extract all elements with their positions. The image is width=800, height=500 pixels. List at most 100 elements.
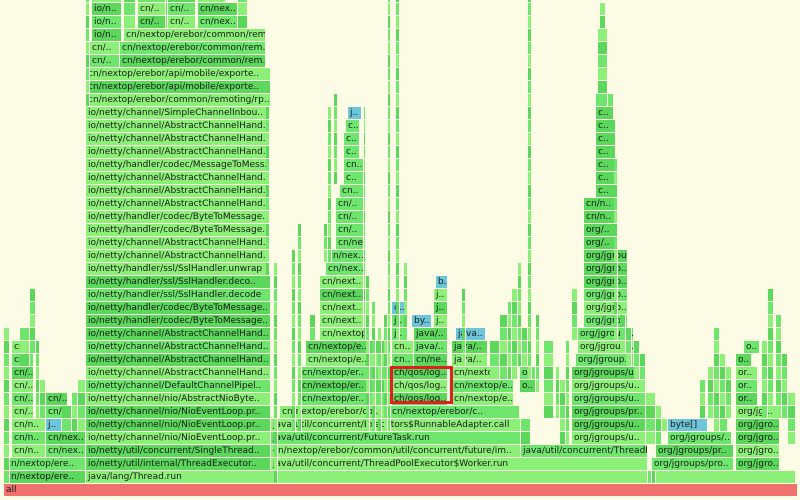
flame-frame-narrow[interactable] <box>388 354 391 366</box>
flame-frame[interactable]: cn/.. <box>168 3 196 15</box>
flame-frame-narrow[interactable] <box>708 393 714 405</box>
flame-frame-narrow[interactable] <box>36 341 40 353</box>
flame-frame-narrow[interactable] <box>292 328 296 340</box>
flame-frame[interactable]: cn/nextop/ere.. <box>4 471 86 483</box>
flame-frame[interactable]: c.. <box>596 133 616 145</box>
flame-frame[interactable]: org/jgr.. <box>736 406 780 418</box>
flame-frame-narrow[interactable] <box>388 289 391 301</box>
flame-frame-narrow[interactable] <box>378 354 382 366</box>
flame-frame[interactable]: org/jgroups/pro.. <box>652 458 734 470</box>
flame-frame-narrow[interactable] <box>614 172 618 184</box>
flame-frame-narrow[interactable] <box>462 341 466 353</box>
flame-frame-narrow[interactable] <box>508 328 512 340</box>
flame-frame-narrow[interactable] <box>266 146 270 158</box>
flame-frame-narrow[interactable] <box>396 94 400 106</box>
flame-frame-narrow[interactable] <box>614 289 618 301</box>
flame-frame-narrow[interactable] <box>528 0 532 2</box>
flame-frame-narrow[interactable] <box>124 3 136 15</box>
flame-frame-narrow[interactable] <box>378 406 382 418</box>
flame-frame-narrow[interactable] <box>166 0 168 2</box>
flame-frame-narrow[interactable] <box>708 406 714 418</box>
flame-frame-narrow[interactable] <box>776 354 782 366</box>
flame-frame-narrow[interactable] <box>776 341 782 353</box>
flame-frame-narrow[interactable] <box>166 3 168 15</box>
flame-frame-narrow[interactable] <box>544 406 554 418</box>
flame-frame-narrow[interactable] <box>620 328 626 340</box>
flame-frame-narrow[interactable] <box>776 380 782 392</box>
flame-frame-narrow[interactable] <box>292 341 296 353</box>
flame-frame-narrow[interactable] <box>372 354 376 366</box>
flame-frame-narrow[interactable] <box>334 146 338 158</box>
flame-frame-narrow[interactable] <box>384 315 388 327</box>
flame-frame-narrow[interactable] <box>396 133 400 145</box>
flame-frame-narrow[interactable] <box>166 16 168 28</box>
flame-frame-narrow[interactable] <box>490 354 500 366</box>
flame-frame-narrow[interactable] <box>560 432 566 444</box>
flame-frame[interactable]: o.. <box>744 341 760 353</box>
flame-frame-narrow[interactable] <box>364 302 366 314</box>
flame-frame-narrow[interactable] <box>572 328 578 340</box>
flame-frame[interactable]: j.. <box>434 315 448 327</box>
flame-frame-narrow[interactable] <box>714 367 720 379</box>
flame-frame-narrow[interactable] <box>384 328 388 340</box>
flame-frame-narrow[interactable] <box>396 120 400 132</box>
flame-frame-narrow[interactable] <box>378 367 382 379</box>
flame-frame-narrow[interactable] <box>388 146 391 158</box>
flame-frame-narrow[interactable] <box>528 81 532 93</box>
flame-frame-narrow[interactable] <box>266 133 270 145</box>
flame-frame-narrow[interactable] <box>86 29 90 41</box>
flame-frame-narrow[interactable] <box>274 367 278 379</box>
flame-frame-narrow[interactable] <box>328 250 332 262</box>
flame-frame-narrow[interactable] <box>274 354 278 366</box>
flame-frame-narrow[interactable] <box>30 302 36 314</box>
flame-frame-narrow[interactable] <box>512 289 518 301</box>
flame-frame-narrow[interactable] <box>388 133 391 145</box>
flame-frame-narrow[interactable] <box>462 328 466 340</box>
flame-frame-narrow[interactable] <box>324 250 328 262</box>
flame-frame-narrow[interactable] <box>544 380 554 392</box>
flame-frame-narrow[interactable] <box>614 250 618 262</box>
flame-frame-narrow[interactable] <box>522 341 528 353</box>
flame-frame[interactable]: cn/ne.. <box>414 354 448 366</box>
flame-frame-narrow[interactable] <box>708 380 714 392</box>
flame-frame-narrow[interactable] <box>274 302 278 314</box>
flame-frame-narrow[interactable] <box>364 263 366 275</box>
flame-frame[interactable]: cn/.. <box>12 380 34 392</box>
flame-frame-narrow[interactable] <box>328 185 332 197</box>
flame-frame-narrow[interactable] <box>364 250 366 262</box>
flame-frame[interactable]: cn/next.. <box>320 315 364 327</box>
flame-frame-narrow[interactable] <box>396 172 400 184</box>
flame-frame[interactable]: c.. <box>596 146 616 158</box>
flame-frame-narrow[interactable] <box>512 341 518 353</box>
flame-frame[interactable]: org/jgro.. <box>584 263 628 275</box>
flame-frame-narrow[interactable] <box>364 276 366 288</box>
flame-frame[interactable]: io/netty/channel/AbstractChannelHand.. <box>86 354 271 366</box>
flame-frame-narrow[interactable] <box>544 354 554 366</box>
flame-frame-narrow[interactable] <box>598 94 608 106</box>
flame-frame-narrow[interactable] <box>500 367 508 379</box>
flame-frame-narrow[interactable] <box>788 419 796 431</box>
flame-frame[interactable]: io/netty/channel/DefaultChannelPipel.. <box>86 380 271 392</box>
flame-frame[interactable]: io/netty/channel/AbstractChannelHand.. <box>86 250 271 262</box>
flame-frame-narrow[interactable] <box>508 354 512 366</box>
flame-frame-narrow[interactable] <box>4 393 10 405</box>
flame-frame-narrow[interactable] <box>720 354 726 366</box>
flame-frame-narrow[interactable] <box>310 328 316 340</box>
flame-frame-narrow[interactable] <box>396 250 400 262</box>
flame-frame[interactable]: cn/.. <box>12 393 34 405</box>
flame-frame-narrow[interactable] <box>598 42 608 54</box>
flame-frame-narrow[interactable] <box>328 159 332 171</box>
flame-frame-narrow[interactable] <box>40 406 46 418</box>
flame-frame-narrow[interactable] <box>298 315 302 327</box>
flame-frame-narrow[interactable] <box>782 406 788 418</box>
flame-frame-narrow[interactable] <box>238 16 248 28</box>
flame-frame[interactable]: cn/.. <box>336 198 364 210</box>
flame-frame-narrow[interactable] <box>714 406 720 418</box>
flame-frame-narrow[interactable] <box>298 237 302 249</box>
flame-frame[interactable]: org/jgroups.. <box>584 250 628 262</box>
flame-frame-narrow[interactable] <box>378 419 382 431</box>
flame-frame-narrow[interactable] <box>462 302 466 314</box>
flame-frame-narrow[interactable] <box>518 328 522 340</box>
flame-frame-narrow[interactable] <box>518 315 522 327</box>
flame-frame-narrow[interactable] <box>364 185 366 197</box>
